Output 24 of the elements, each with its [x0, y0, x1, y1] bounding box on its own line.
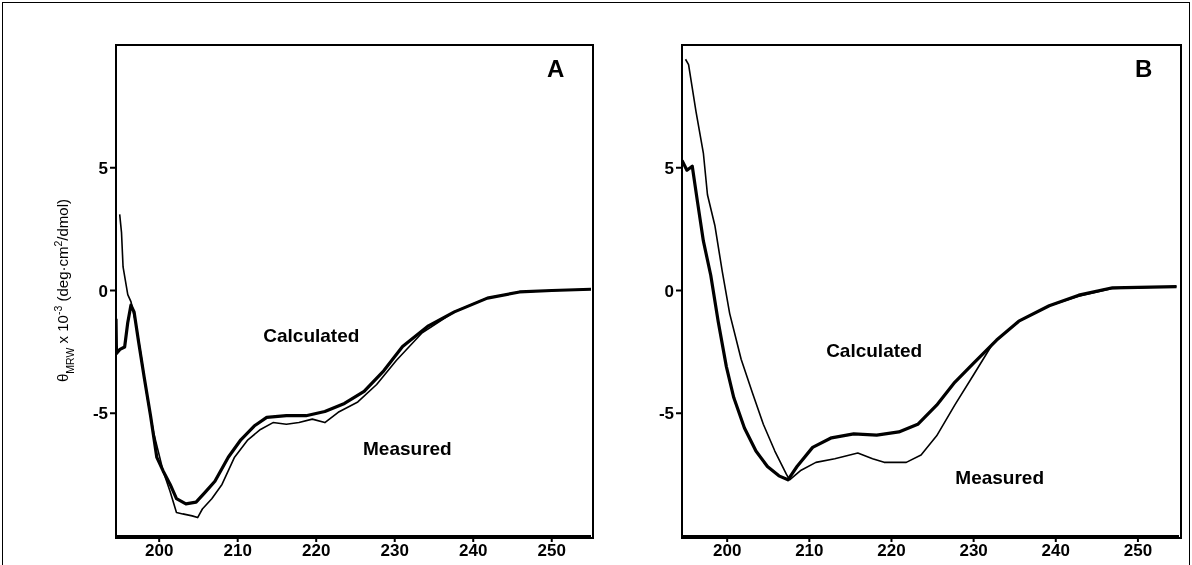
x-tick-label: 200: [712, 541, 742, 561]
series-label: Measured: [363, 437, 452, 460]
y-tick-label: -5: [658, 404, 674, 424]
x-tick-label: 250: [537, 541, 566, 561]
y-tick-label: 5: [664, 158, 674, 178]
y-tick-label: -5: [92, 404, 108, 424]
series-label: Calculated: [263, 324, 360, 347]
chart-title: A: [547, 55, 565, 83]
x-tick-label: 200: [144, 541, 174, 561]
x-tick-label: 210: [795, 541, 824, 561]
series-label: Measured: [955, 467, 1045, 490]
x-tick-label: 240: [1041, 541, 1070, 561]
chart-title: B: [1135, 55, 1153, 83]
y-tick-label: 0: [98, 281, 108, 301]
x-tick-label: 210: [223, 541, 252, 561]
x-tick-label: 250: [1123, 541, 1153, 561]
x-tick-label: 230: [959, 541, 988, 561]
x-tick-label: 220: [877, 541, 906, 561]
y-tick-label: 0: [664, 281, 674, 301]
x-tick-label: 220: [302, 541, 331, 561]
y-tick-label: 5: [98, 158, 108, 178]
x-tick-label: 240: [459, 541, 488, 561]
text: Calculated: [826, 339, 923, 362]
x-tick-label: 230: [380, 541, 409, 561]
